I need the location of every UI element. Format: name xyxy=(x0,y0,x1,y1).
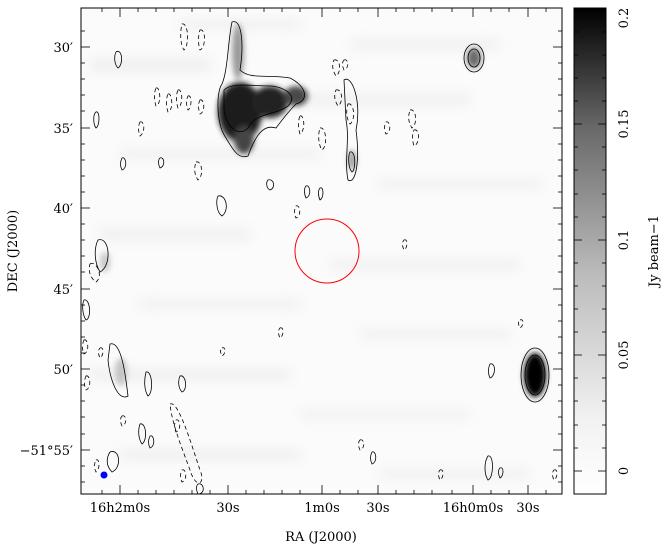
ra-tick-marks xyxy=(101,8,547,494)
colorbar-frame xyxy=(573,7,607,495)
map-panel: 30′ 35′ 40′ 45′ 50′ −51°55′ 16h2m0s 30s … xyxy=(6,7,563,545)
colorbar-label: Jy beam−1 xyxy=(647,215,662,289)
dec-tick-50: 50′ xyxy=(54,363,74,378)
colorbar-tick-marks xyxy=(574,8,606,495)
colorbar-tick-0: 0 xyxy=(617,467,632,475)
colorbar-tick-labels: 0 0.05 0.1 0.15 0.2 xyxy=(617,8,632,475)
compact-sources xyxy=(100,48,546,397)
dec-tick-35: 35′ xyxy=(54,122,74,137)
dec-tick-55: −51°55′ xyxy=(20,444,73,459)
dec-tick-40: 40′ xyxy=(54,202,74,217)
ra-tick-30s-a: 30s xyxy=(216,501,239,516)
ra-tick-30s-b: 30s xyxy=(366,501,389,516)
colorbar-tick-0.2: 0.2 xyxy=(617,8,632,29)
beam-size-marker xyxy=(100,471,108,479)
colorbar-tick-0.1: 0.1 xyxy=(617,230,632,251)
map-background xyxy=(81,8,562,494)
colorbar: 0 0.05 0.1 0.15 0.2 Jy beam−1 xyxy=(573,7,662,495)
colorbar-tick-0.05: 0.05 xyxy=(617,341,632,370)
dec-tick-labels: 30′ 35′ 40′ 45′ 50′ −51°55′ xyxy=(20,41,73,459)
ra-tick-16h0m0s: 16h0m0s xyxy=(443,501,503,516)
ra-tick-30s-c: 30s xyxy=(516,501,539,516)
map-frame xyxy=(80,7,563,495)
colorbar-tick-0.15: 0.15 xyxy=(617,110,632,139)
positive-contours xyxy=(82,21,550,494)
negative-contours xyxy=(82,23,558,484)
ra-tick-16h2m0s: 16h2m0s xyxy=(90,501,150,516)
dec-tick-30: 30′ xyxy=(54,41,74,56)
ra-tick-labels: 16h2m0s 30s 1m0s 30s 16h0m0s 30s xyxy=(90,501,540,516)
dec-tick-marks xyxy=(81,30,562,483)
y-axis-label: DEC (J2000) xyxy=(6,210,21,292)
target-region-circle xyxy=(294,218,360,284)
x-axis-label: RA (J2000) xyxy=(285,530,357,545)
ra-tick-1m0s: 1m0s xyxy=(304,501,340,516)
dec-tick-45: 45′ xyxy=(54,283,74,298)
noise-texture xyxy=(90,20,540,478)
colorbar-gradient xyxy=(574,8,606,494)
